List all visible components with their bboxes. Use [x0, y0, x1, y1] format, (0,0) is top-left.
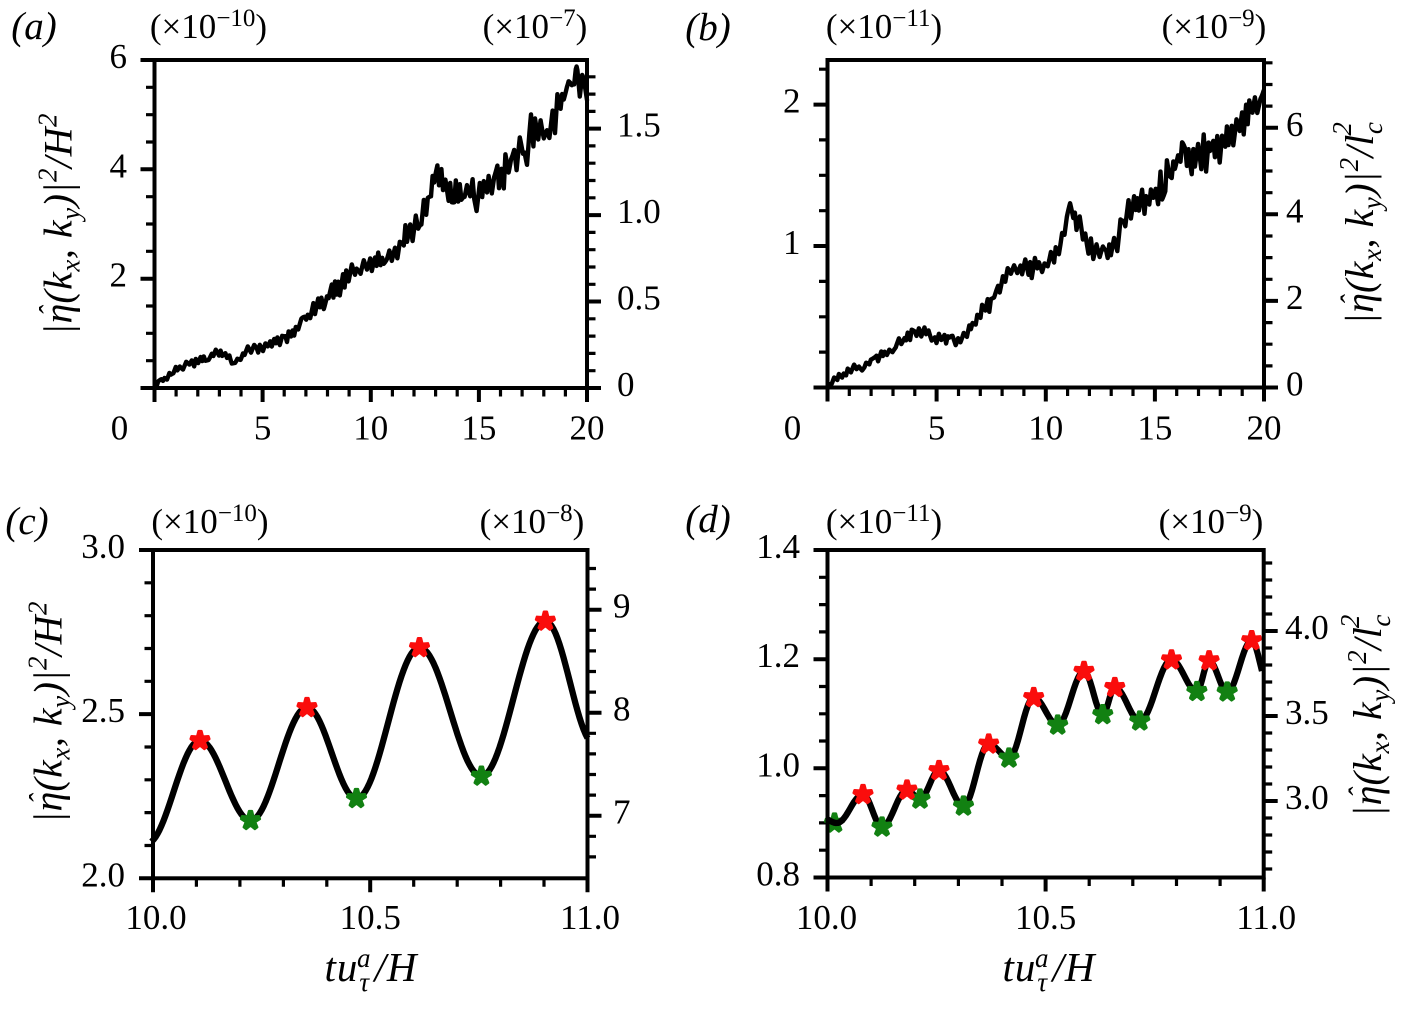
svg-text:1.0: 1.0: [756, 745, 800, 784]
svg-text:0: 0: [617, 365, 635, 404]
svg-text:20: 20: [570, 409, 605, 448]
svg-text:0: 0: [111, 409, 129, 448]
svg-text:3.0: 3.0: [81, 527, 125, 566]
svg-text:0: 0: [1286, 365, 1304, 404]
svg-text:(c): (c): [5, 500, 48, 543]
svg-text:4.0: 4.0: [1285, 608, 1329, 647]
svg-text:15: 15: [461, 409, 496, 448]
svg-text:|ηˆ(kx, ky)|2/H2: |ηˆ(kx, ky)|2/H2: [33, 113, 86, 335]
svg-text:10.0: 10.0: [125, 898, 186, 937]
svg-text:4: 4: [1286, 191, 1304, 230]
svg-text:1.2: 1.2: [756, 636, 800, 675]
svg-text:1.0: 1.0: [617, 192, 661, 231]
svg-text:(d): (d): [685, 498, 730, 541]
svg-text:3.5: 3.5: [1285, 693, 1329, 732]
svg-text:|ηˆ(kx, ky)|2/lc2: |ηˆ(kx, ky)|2/lc2: [1327, 122, 1388, 325]
svg-text:5: 5: [254, 409, 272, 448]
svg-text:10.5: 10.5: [1015, 898, 1076, 937]
svg-text:10: 10: [1028, 409, 1063, 448]
svg-text:9: 9: [613, 587, 631, 626]
svg-text:7: 7: [613, 793, 631, 832]
svg-text:11.0: 11.0: [560, 898, 620, 937]
svg-text:(×10−11): (×10−11): [826, 5, 942, 46]
svg-text:10: 10: [353, 409, 388, 448]
svg-text:2.0: 2.0: [81, 855, 125, 894]
svg-text:2.5: 2.5: [81, 691, 125, 730]
svg-text:(a): (a): [11, 5, 56, 48]
svg-text:8: 8: [613, 690, 631, 729]
svg-text:6: 6: [1286, 105, 1304, 144]
svg-text:0.5: 0.5: [617, 279, 661, 318]
svg-text:20: 20: [1247, 409, 1282, 448]
svg-text:10.5: 10.5: [340, 898, 401, 937]
svg-text:2: 2: [783, 82, 801, 121]
svg-text:|ηˆ(kx, ky)|2/H2: |ηˆ(kx, ky)|2/H2: [23, 601, 76, 823]
svg-text:11.0: 11.0: [1236, 898, 1296, 937]
svg-text:1.4: 1.4: [756, 527, 800, 566]
svg-text:2: 2: [1286, 278, 1304, 317]
svg-text:15: 15: [1137, 409, 1172, 448]
svg-text:0.8: 0.8: [756, 855, 800, 894]
svg-text:|ηˆ(kx, ky)|2/lc2: |ηˆ(kx, ky)|2/lc2: [1335, 614, 1396, 817]
svg-text:1: 1: [783, 223, 801, 262]
svg-text:5: 5: [928, 409, 946, 448]
svg-text:tuτa/H: tuτa/H: [324, 943, 418, 997]
svg-text:6: 6: [110, 37, 128, 76]
svg-text:1.5: 1.5: [617, 106, 661, 145]
svg-text:2: 2: [110, 256, 128, 295]
svg-text:4: 4: [110, 146, 128, 185]
svg-text:10.0: 10.0: [796, 898, 857, 937]
svg-text:0: 0: [784, 409, 802, 448]
svg-text:(b): (b): [685, 6, 730, 49]
svg-text:3.0: 3.0: [1285, 778, 1329, 817]
